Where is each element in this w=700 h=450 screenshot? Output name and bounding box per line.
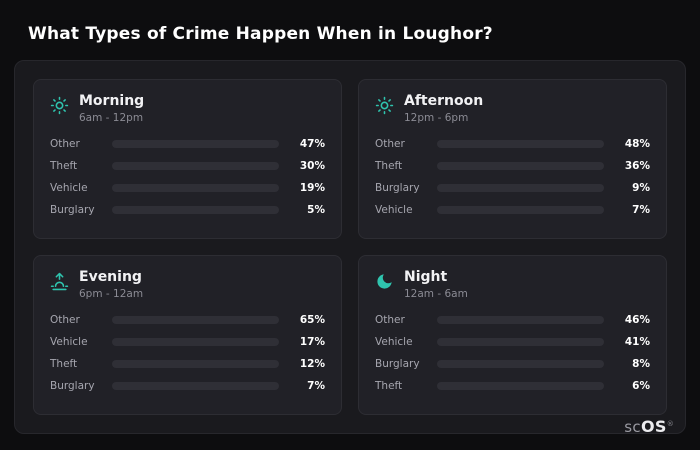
category-label: Theft (50, 357, 78, 370)
bar-rows: Other 48% Theft 36% Burglary 9% Vehicle … (375, 135, 650, 218)
bar-track (437, 381, 604, 390)
brand-prefix: sc (624, 418, 641, 436)
bar-row: Other 48% (375, 135, 650, 152)
card-subtitle: 6pm - 12am (79, 288, 144, 301)
category-label: Burglary (50, 203, 95, 216)
bar-row: Other 65% (50, 311, 325, 328)
bar-track (112, 139, 279, 148)
card-title-group: Evening 6pm - 12am (79, 269, 143, 300)
percent-label: 36% (624, 159, 650, 172)
card-subtitle: 6am - 12pm (79, 112, 144, 125)
card-title-group: Afternoon 12pm - 6pm (404, 93, 483, 124)
page-title: What Types of Crime Happen When in Lough… (28, 24, 493, 44)
percent-label: 30% (299, 159, 325, 172)
brand-suffix: OS (640, 417, 667, 436)
category-label: Other (375, 313, 405, 326)
card-header: Night 12am - 6am (375, 269, 650, 300)
bar-rows: Other 65% Vehicle 17% Theft 12% Burglary… (50, 311, 325, 394)
bar-row: Burglary 7% (50, 377, 325, 394)
category-label: Vehicle (50, 335, 88, 348)
bar-track (437, 205, 604, 214)
card-title: Night (404, 269, 448, 285)
bar-row: Other 46% (375, 311, 650, 328)
bar-track (112, 381, 279, 390)
bar-rows: Other 46% Vehicle 41% Burglary 8% Theft … (375, 311, 650, 394)
bar-row: Theft 12% (50, 355, 325, 372)
bar-row: Vehicle 17% (50, 333, 325, 350)
bar-track (112, 161, 279, 170)
bar-track (437, 183, 604, 192)
category-label: Vehicle (375, 203, 413, 216)
evening-card: Evening 6pm - 12am Other 65% Vehicle 17%… (33, 255, 342, 415)
bar-row: Other 47% (50, 135, 325, 152)
bar-track (437, 161, 604, 170)
bar-track (112, 359, 279, 368)
bar-row: Vehicle 41% (375, 333, 650, 350)
card-title: Evening (79, 269, 142, 285)
bar-track (112, 205, 279, 214)
bar-track (437, 359, 604, 368)
bar-row: Burglary 8% (375, 355, 650, 372)
card-subtitle: 12am - 6am (404, 288, 468, 301)
bar-rows: Other 47% Theft 30% Vehicle 19% Burglary… (50, 135, 325, 218)
afternoon-card: Afternoon 12pm - 6pm Other 48% Theft 36%… (358, 79, 667, 239)
bar-row: Burglary 9% (375, 179, 650, 196)
card-title-group: Night 12am - 6am (404, 269, 468, 300)
bar-track (112, 183, 279, 192)
crime-time-panel: Morning 6am - 12pm Other 47% Theft 30% V… (14, 60, 686, 434)
percent-label: 9% (632, 181, 650, 194)
percent-label: 6% (632, 379, 650, 392)
percent-label: 65% (299, 313, 325, 326)
bar-row: Burglary 5% (50, 201, 325, 218)
percent-label: 7% (307, 379, 325, 392)
percent-label: 5% (307, 203, 325, 216)
category-label: Burglary (375, 181, 420, 194)
category-label: Theft (375, 159, 403, 172)
bar-track (437, 315, 604, 324)
card-title: Afternoon (404, 93, 484, 109)
percent-label: 17% (299, 335, 325, 348)
bar-row: Theft 6% (375, 377, 650, 394)
percent-label: 47% (299, 137, 325, 150)
moon-icon (375, 272, 394, 291)
category-label: Theft (375, 379, 403, 392)
bar-track (112, 337, 279, 346)
bar-row: Vehicle 7% (375, 201, 650, 218)
category-label: Theft (50, 159, 78, 172)
bar-track (437, 139, 604, 148)
bar-track (112, 315, 279, 324)
card-header: Afternoon 12pm - 6pm (375, 93, 650, 124)
percent-label: 19% (299, 181, 325, 194)
sunrise-icon (50, 272, 69, 291)
scos-logo: scOS® (624, 417, 674, 436)
card-header: Evening 6pm - 12am (50, 269, 325, 300)
percent-label: 7% (632, 203, 650, 216)
bar-track (437, 337, 604, 346)
sun-icon (50, 96, 69, 115)
category-label: Vehicle (50, 181, 88, 194)
category-label: Other (50, 137, 80, 150)
category-label: Other (375, 137, 405, 150)
percent-label: 48% (624, 137, 650, 150)
percent-label: 8% (632, 357, 650, 370)
category-label: Other (50, 313, 80, 326)
card-subtitle: 12pm - 6pm (404, 112, 469, 125)
percent-label: 46% (624, 313, 650, 326)
card-title-group: Morning 6am - 12pm (79, 93, 144, 124)
category-label: Burglary (50, 379, 95, 392)
category-label: Burglary (375, 357, 420, 370)
card-header: Morning 6am - 12pm (50, 93, 325, 124)
card-title: Morning (79, 93, 145, 109)
percent-label: 12% (299, 357, 325, 370)
night-card: Night 12am - 6am Other 46% Vehicle 41% B… (358, 255, 667, 415)
bar-row: Theft 30% (50, 157, 325, 174)
percent-label: 41% (624, 335, 650, 348)
bar-row: Theft 36% (375, 157, 650, 174)
morning-card: Morning 6am - 12pm Other 47% Theft 30% V… (33, 79, 342, 239)
sun-icon (375, 96, 394, 115)
category-label: Vehicle (375, 335, 413, 348)
bar-row: Vehicle 19% (50, 179, 325, 196)
registered-mark: ® (666, 420, 674, 428)
